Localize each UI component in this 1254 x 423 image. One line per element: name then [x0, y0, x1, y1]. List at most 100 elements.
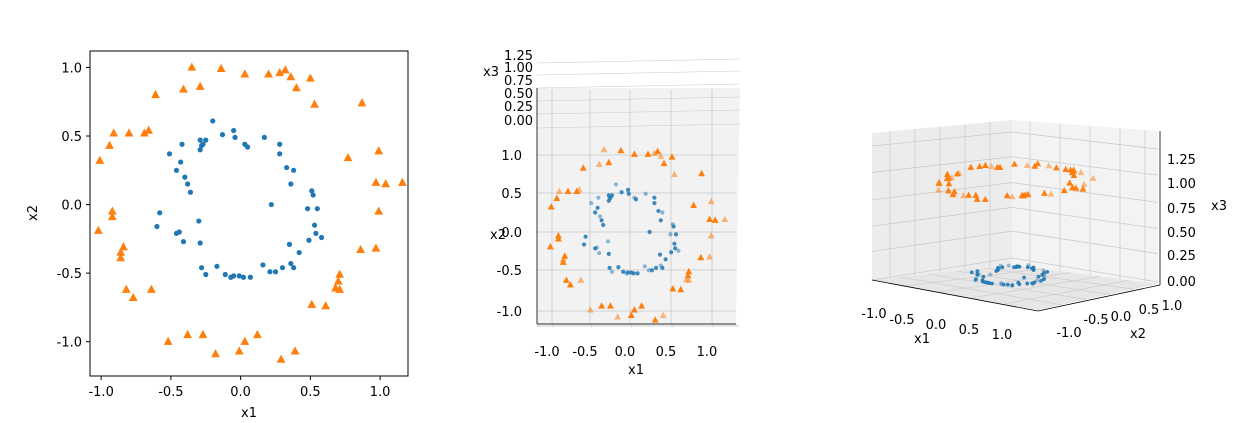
gridline-3d-front [536, 96, 741, 102]
circle-point-3d-front [652, 201, 657, 206]
circle-point-3d-front [676, 248, 681, 253]
triangle-point-3d-front [562, 276, 570, 283]
triangle-point-2d [333, 276, 343, 285]
circle-point-2d [198, 265, 205, 271]
circle-point-2d [306, 237, 312, 243]
triangle-point-2d [146, 284, 156, 293]
triangle-point-2d [195, 81, 205, 90]
circle-point-3d-oblique [1030, 281, 1035, 286]
circle-point-3d-front [616, 265, 621, 270]
circle-point-3d-front [647, 229, 652, 235]
triangle-point-2d [211, 349, 220, 358]
triangle-point-3d-oblique [976, 162, 984, 169]
circle-point-3d-front [609, 193, 615, 198]
circle-point-2d [288, 181, 294, 187]
triangle-point-3d-front [659, 311, 667, 318]
circle-point-2d [277, 141, 283, 147]
x-axis-label-2d: x1 [241, 406, 257, 421]
triangle-point-2d [95, 155, 105, 164]
triangle-point-3d-front [651, 316, 659, 323]
circle-point-3d-front [596, 195, 601, 200]
triangle-point-3d-oblique [1077, 168, 1085, 176]
y-tick-label-3d-front: -0.5 [497, 264, 522, 279]
circle-point-3d-front [626, 191, 631, 196]
circle-point-2d [314, 206, 320, 212]
circle-point-3d-front [671, 224, 676, 229]
circle-point-3d-front [633, 197, 639, 202]
z-tick-label-3d-oblique: 1.25 [1167, 153, 1196, 168]
triangle-point-2d [183, 329, 193, 339]
y-tick-label-3d-oblique: 0.5 [1139, 303, 1160, 318]
gridline-3d-oblique [871, 156, 1159, 176]
triangle-point-2d [163, 336, 173, 345]
pane-back-3d-front [537, 88, 740, 323]
circle-point-2d [291, 167, 297, 173]
circle-point-3d-oblique [1035, 278, 1039, 283]
triangle-point-3d-oblique [967, 163, 975, 170]
triangle-point-3d-oblique [1066, 179, 1074, 186]
z-tick-label-3d-front: 1.00 [504, 61, 533, 76]
triangle-point-2d [179, 84, 188, 93]
triangle-point-3d-front [707, 232, 715, 239]
triangle-point-3d-oblique [1053, 164, 1060, 171]
triangle-point-3d-front [669, 285, 677, 292]
y-tick-label-3d-oblique: -0.5 [1083, 313, 1108, 328]
x-axis-label-3d-front: x1 [628, 363, 644, 378]
triangle-point-3d-oblique [1047, 190, 1055, 197]
y-tick-label-3d-front: 0.5 [501, 187, 522, 202]
circle-point-3d-oblique [1001, 282, 1006, 287]
circle-point-2d [304, 206, 311, 212]
triangle-point-3d-front [685, 276, 693, 283]
x-tick-label-3d-oblique: -0.5 [889, 313, 914, 328]
circle-point-3d-oblique [974, 277, 978, 282]
circle-point-3d-oblique [1025, 265, 1030, 270]
y-tick-label-2d: 0.0 [61, 199, 82, 214]
triangle-point-3d-front [685, 267, 693, 275]
triangle-point-3d-front [598, 302, 606, 309]
gridline-3d-oblique [871, 182, 1159, 203]
triangle-point-3d-front [546, 242, 554, 250]
z-tick-label-3d-front: 1.25 [504, 49, 533, 64]
gridline-3d-oblique [938, 272, 1071, 293]
circle-point-3d-oblique [1040, 272, 1045, 277]
circle-point-2d [232, 134, 238, 140]
pane-right-3d-oblique [1012, 120, 1158, 284]
triangle-point-2d [240, 69, 250, 78]
triangle-point-2d [121, 284, 131, 293]
circle-point-3d-front [658, 218, 663, 223]
triangle-point-2d [109, 128, 119, 137]
triangle-point-2d [119, 242, 128, 251]
circle-point-3d-front [581, 242, 587, 247]
triangle-point-2d [357, 98, 367, 107]
circle-point-2d [309, 188, 315, 194]
triangle-point-3d-oblique [1041, 189, 1048, 196]
triangle-point-3d-front [586, 306, 594, 313]
x-tick-label-3d-oblique: 1.0 [992, 328, 1013, 343]
triangle-point-2d [321, 301, 331, 310]
x-tick-label-3d-oblique: 0.0 [926, 318, 947, 333]
y-tick-label-3d-front: 0.0 [501, 226, 522, 241]
circle-point-3d-oblique [1006, 263, 1011, 268]
gridline-3d-oblique [927, 273, 1087, 300]
circle-point-2d [157, 210, 163, 216]
triangle-point-2d [343, 153, 353, 162]
circle-point-3d-front [613, 182, 619, 187]
triangle-point-3d-oblique [1011, 160, 1018, 167]
circle-point-2d [214, 263, 220, 269]
triangle-point-3d-front [627, 311, 635, 318]
circle-point-3d-front [599, 218, 604, 223]
triangle-point-2d [292, 83, 301, 92]
gridline-3d-oblique [983, 267, 1135, 290]
gridline-3d-oblique [899, 276, 1063, 306]
y-axis-label-3d-oblique: x2 [1130, 327, 1146, 342]
circle-point-3d-front [583, 234, 588, 239]
circle-point-2d [197, 147, 203, 153]
gridline-3d-front [536, 123, 741, 129]
triangle-point-3d-oblique [1070, 171, 1078, 179]
circle-point-2d [197, 137, 203, 143]
circle-point-3d-oblique [969, 270, 974, 275]
circle-point-2d [203, 271, 209, 278]
circle-point-2d [267, 269, 273, 275]
circle-point-3d-oblique [1017, 264, 1022, 269]
triangle-point-2d [305, 73, 315, 82]
